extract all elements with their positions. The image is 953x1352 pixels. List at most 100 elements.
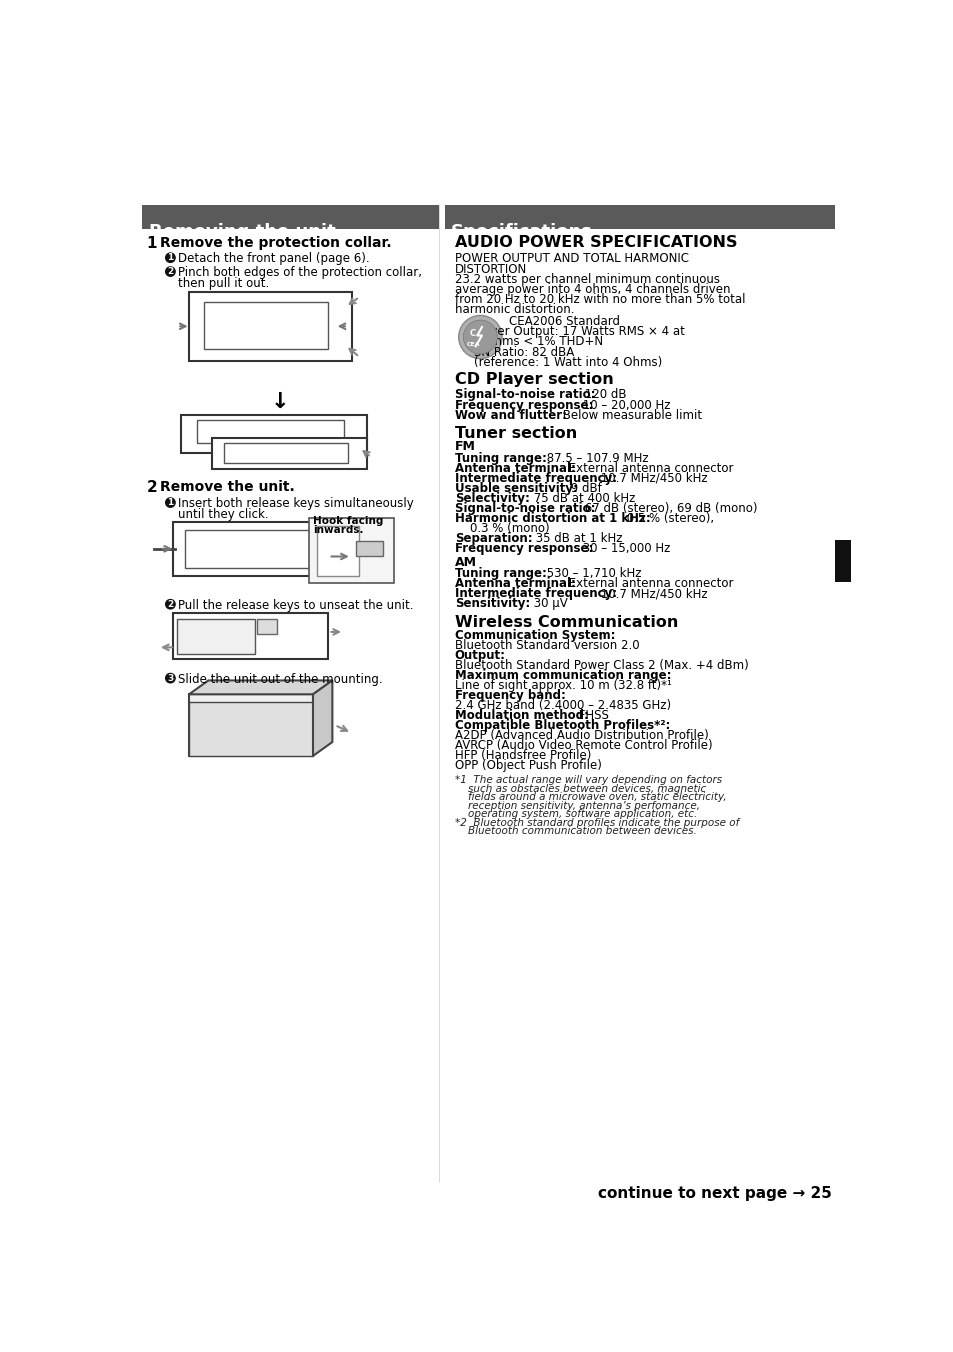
Polygon shape <box>189 680 332 695</box>
Bar <box>204 301 328 349</box>
Text: 530 – 1,710 kHz: 530 – 1,710 kHz <box>542 568 640 580</box>
Circle shape <box>463 320 497 354</box>
Text: CD Player section: CD Player section <box>455 372 613 388</box>
Text: Sensitivity:: Sensitivity: <box>455 598 530 610</box>
Text: Power Output: 17 Watts RMS × 4 at: Power Output: 17 Watts RMS × 4 at <box>474 326 684 338</box>
Text: 10 – 20,000 Hz: 10 – 20,000 Hz <box>578 399 670 411</box>
Text: Removing the unit: Removing the unit <box>149 223 335 241</box>
Text: Specifications: Specifications <box>451 223 592 241</box>
Text: Pinch both edges of the protection collar,: Pinch both edges of the protection colla… <box>178 266 422 280</box>
Bar <box>224 443 348 462</box>
Circle shape <box>165 498 175 508</box>
Bar <box>173 612 328 658</box>
Text: operating system, software application, etc.: operating system, software application, … <box>455 808 697 819</box>
Bar <box>173 522 328 576</box>
Text: 1: 1 <box>167 498 173 507</box>
Text: inwards.: inwards. <box>313 525 363 535</box>
Circle shape <box>165 253 175 264</box>
Bar <box>835 539 850 581</box>
Text: Antenna terminal:: Antenna terminal: <box>455 577 575 591</box>
Text: then pull it out.: then pull it out. <box>178 277 269 289</box>
Text: 10.7 MHz/450 kHz: 10.7 MHz/450 kHz <box>597 472 707 485</box>
Text: 30 – 15,000 Hz: 30 – 15,000 Hz <box>578 542 670 554</box>
Text: from 20 Hz to 20 kHz with no more than 5% total: from 20 Hz to 20 kHz with no more than 5… <box>455 293 744 306</box>
Bar <box>355 541 382 557</box>
Text: C: C <box>469 330 476 338</box>
Text: 35 dB at 1 kHz: 35 dB at 1 kHz <box>532 531 621 545</box>
Text: 2.4 GHz band (2.4000 – 2.4835 GHz): 2.4 GHz band (2.4000 – 2.4835 GHz) <box>455 699 670 713</box>
Bar <box>189 702 313 756</box>
Text: 9 dBf: 9 dBf <box>566 481 601 495</box>
Text: ↓: ↓ <box>270 392 289 412</box>
Text: 30 μV: 30 μV <box>530 598 567 610</box>
Text: FM: FM <box>455 441 476 453</box>
Text: AM: AM <box>455 556 476 569</box>
Text: 87.5 – 107.9 MHz: 87.5 – 107.9 MHz <box>542 452 648 465</box>
Text: Harmonic distortion at 1 kHz:: Harmonic distortion at 1 kHz: <box>455 512 650 525</box>
Circle shape <box>458 315 501 358</box>
Text: 0.3 % (mono): 0.3 % (mono) <box>470 522 549 535</box>
Text: AVRCP (Audio Video Remote Control Profile): AVRCP (Audio Video Remote Control Profil… <box>455 740 712 752</box>
Text: Frequency band:: Frequency band: <box>455 690 565 702</box>
Text: 2: 2 <box>146 480 157 495</box>
Text: FHSS: FHSS <box>575 708 609 722</box>
Text: CEA2006 Standard: CEA2006 Standard <box>509 315 619 329</box>
Text: Slide the unit out of the mounting.: Slide the unit out of the mounting. <box>178 673 382 685</box>
Text: Hook facing: Hook facing <box>313 515 383 526</box>
Text: HFP (Handsfree Profile): HFP (Handsfree Profile) <box>455 749 591 763</box>
Polygon shape <box>313 680 332 756</box>
Text: (reference: 1 Watt into 4 Ohms): (reference: 1 Watt into 4 Ohms) <box>474 356 661 369</box>
Text: OPP (Object Push Profile): OPP (Object Push Profile) <box>455 758 601 772</box>
Text: 23.2 watts per channel minimum continuous: 23.2 watts per channel minimum continuou… <box>455 273 720 287</box>
Bar <box>189 695 313 756</box>
Text: average power into 4 ohms, 4 channels driven: average power into 4 ohms, 4 channels dr… <box>455 283 730 296</box>
Text: Intermediate frequency:: Intermediate frequency: <box>455 587 617 600</box>
Circle shape <box>165 266 175 277</box>
Circle shape <box>165 673 175 684</box>
Text: External antenna connector: External antenna connector <box>565 577 733 591</box>
Text: Signal-to-noise ratio:: Signal-to-noise ratio: <box>455 502 595 515</box>
Text: Bluetooth Standard version 2.0: Bluetooth Standard version 2.0 <box>455 639 639 652</box>
Text: until they click.: until they click. <box>178 508 269 521</box>
Text: Detach the front panel (page 6).: Detach the front panel (page 6). <box>178 253 370 265</box>
Text: 2: 2 <box>167 268 173 276</box>
Text: Tuning range:: Tuning range: <box>455 452 546 465</box>
Text: 75 dB at 400 kHz: 75 dB at 400 kHz <box>529 492 635 504</box>
Text: SN Ratio: 82 dBA: SN Ratio: 82 dBA <box>474 346 574 358</box>
Bar <box>316 526 359 576</box>
Text: 4 Ohms < 1% THD+N: 4 Ohms < 1% THD+N <box>474 335 602 349</box>
Bar <box>212 438 367 469</box>
Bar <box>444 204 835 230</box>
Text: Frequency response:: Frequency response: <box>455 542 593 554</box>
Text: *2  Bluetooth standard profiles indicate the purpose of: *2 Bluetooth standard profiles indicate … <box>455 818 739 827</box>
Text: 1: 1 <box>146 237 156 251</box>
Text: Modulation method:: Modulation method: <box>455 708 588 722</box>
Circle shape <box>165 599 175 610</box>
Bar <box>189 292 352 361</box>
Text: Below measurable limit: Below measurable limit <box>558 410 700 422</box>
Text: External antenna connector: External antenna connector <box>565 462 733 475</box>
Text: 120 dB: 120 dB <box>580 388 625 400</box>
Text: Communication System:: Communication System: <box>455 629 615 642</box>
Text: Remove the unit.: Remove the unit. <box>160 480 294 495</box>
Text: Usable sensitivity:: Usable sensitivity: <box>455 481 578 495</box>
Text: Separation:: Separation: <box>455 531 532 545</box>
Text: *1  The actual range will vary depending on factors: *1 The actual range will vary depending … <box>455 775 721 786</box>
Text: Remove the protection collar.: Remove the protection collar. <box>160 237 392 250</box>
Text: Signal-to-noise ratio:: Signal-to-noise ratio: <box>455 388 595 400</box>
Text: such as obstacles between devices, magnetic: such as obstacles between devices, magne… <box>455 784 705 794</box>
Text: Line of sight approx. 10 m (32.8 ft)*¹: Line of sight approx. 10 m (32.8 ft)*¹ <box>455 679 671 692</box>
Text: DISTORTION: DISTORTION <box>455 264 526 276</box>
Text: continue to next page → 25: continue to next page → 25 <box>598 1186 831 1202</box>
Text: Bluetooth Standard Power Class 2 (Max. +4 dBm): Bluetooth Standard Power Class 2 (Max. +… <box>455 658 748 672</box>
Text: Tuning range:: Tuning range: <box>455 568 546 580</box>
Bar <box>185 530 316 568</box>
Text: Maximum communication range:: Maximum communication range: <box>455 669 671 681</box>
Text: 10.7 MHz/450 kHz: 10.7 MHz/450 kHz <box>597 587 707 600</box>
Text: fields around a microwave oven, static electricity,: fields around a microwave oven, static e… <box>455 792 725 802</box>
Text: Bluetooth communication between devices.: Bluetooth communication between devices. <box>455 826 696 836</box>
Text: AUDIO POWER SPECIFICATIONS: AUDIO POWER SPECIFICATIONS <box>455 235 737 250</box>
Text: Wow and flutter:: Wow and flutter: <box>455 410 566 422</box>
Text: CEA: CEA <box>466 342 479 346</box>
Bar <box>181 415 367 453</box>
